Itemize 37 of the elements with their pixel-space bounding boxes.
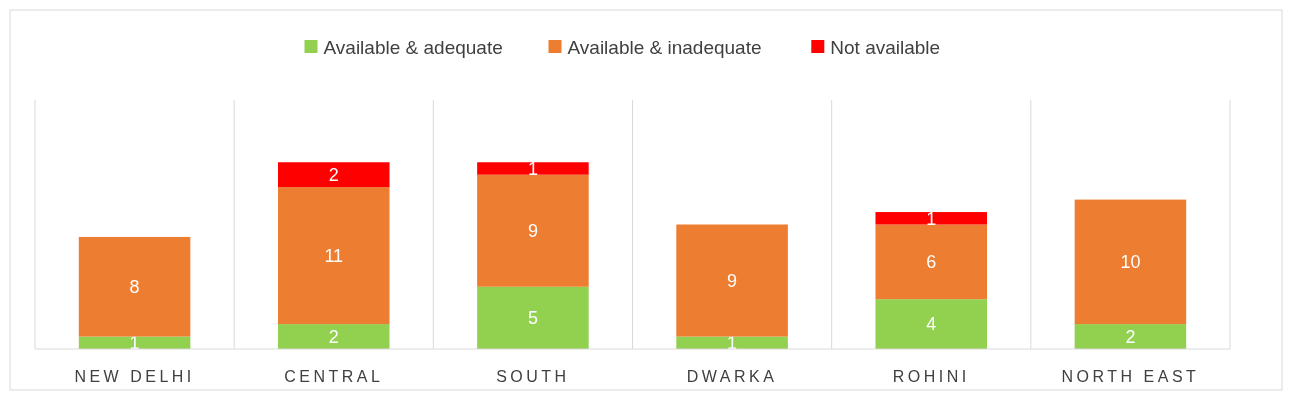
bar [875,299,988,349]
data-label: 1 [527,158,538,179]
legend-label: Not available [830,36,941,58]
bar [875,212,988,225]
data-label: 2 [1125,326,1136,347]
data-label: 4 [926,314,937,335]
bar [277,187,390,325]
bar [78,236,191,337]
bar [477,162,589,175]
bar [277,162,390,188]
bar [676,224,788,337]
bar [875,224,988,300]
x-tick-label: CENTRAL [284,368,384,385]
bar [477,286,589,349]
data-label: 1 [926,208,937,229]
data-label: 2 [328,165,339,185]
data-label: 9 [527,221,538,242]
data-label: 1 [727,333,738,354]
data-label: 9 [727,270,738,291]
x-tick-label: SOUTH [496,368,570,385]
x-tick-label: NORTH EAST [1061,368,1200,385]
data-label: 8 [129,277,140,298]
data-label: 2 [328,326,339,347]
bar [477,174,589,287]
data-label: 5 [527,308,538,329]
legend-label: Available & inadequate [567,36,762,58]
bar [277,324,390,349]
x-tick-label: DWARKA [686,368,778,385]
legend-label: Available & adequate [323,36,503,58]
x-tick-label: ROHINI [892,368,970,385]
data-label: 1 [129,333,140,354]
data-label: 10 [1120,252,1141,273]
data-label: 6 [926,252,937,273]
bar [1074,199,1187,325]
bar [1074,324,1187,349]
data-label: 11 [324,245,344,266]
x-tick-label: NEW DELHI [74,368,195,385]
